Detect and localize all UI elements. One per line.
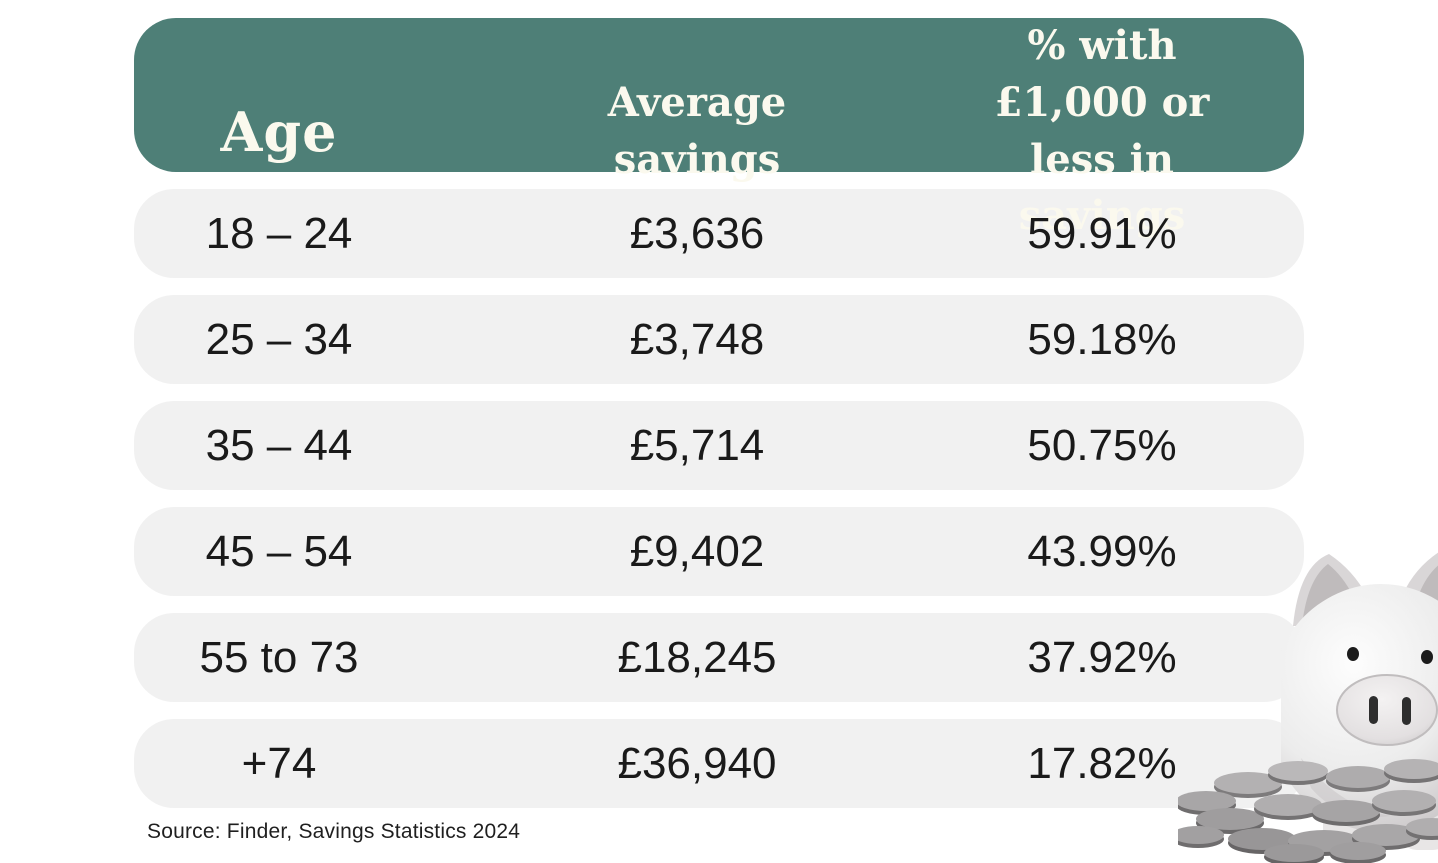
cell-age: 35 – 44	[205, 420, 353, 470]
coin-pile-icon	[1172, 735, 1438, 863]
cell-pct-low: 59.91%	[1027, 208, 1177, 258]
cell-age: 18 – 24	[205, 208, 353, 258]
column-header-average-savings-line2: savings	[613, 135, 781, 183]
cell-pct-low: 59.18%	[1027, 314, 1177, 364]
cell-average-savings: £3,636	[629, 208, 765, 258]
savings-table: Age Average savings % with £1,000 or les…	[134, 18, 1304, 808]
cell-average-savings: £3,748	[629, 314, 765, 364]
cell-pct-low: 50.75%	[1027, 420, 1177, 470]
table-header-row: Age Average savings % with £1,000 or les…	[134, 18, 1304, 239]
cell-age: 45 – 54	[205, 526, 353, 576]
cell-average-savings: £5,714	[629, 420, 765, 470]
column-header-pct-low-savings-line1: % with £1,000 or	[994, 22, 1210, 126]
coin-pile-graphic	[1172, 759, 1438, 863]
source-attribution: Source: Finder, Savings Statistics 2024	[147, 820, 521, 843]
column-header-pct-low-savings-line2: less in savings	[1018, 135, 1186, 240]
cell-age: +74	[241, 738, 317, 788]
cell-pct-low: 43.99%	[1027, 526, 1177, 576]
cell-age: 25 – 34	[205, 314, 353, 364]
column-header-age: Age	[220, 99, 338, 164]
cell-pct-low: 17.82%	[1027, 738, 1177, 788]
cell-average-savings: £18,245	[617, 632, 777, 682]
column-header-pct-low-savings: % with £1,000 or less in savings	[970, 18, 1304, 245]
table-row: 45 – 54 £9,402 43.99%	[134, 507, 1304, 596]
cell-average-savings: £9,402	[629, 526, 765, 576]
table-row: 35 – 44 £5,714 50.75%	[134, 401, 1304, 490]
cell-pct-low: 37.92%	[1027, 632, 1177, 682]
cell-average-savings: £36,940	[617, 738, 777, 788]
column-header-average-savings: Average savings	[424, 75, 970, 189]
table-row: 25 – 34 £3,748 59.18%	[134, 295, 1304, 384]
cell-age: 55 to 73	[199, 632, 359, 682]
table-row: +74 £36,940 17.82%	[134, 719, 1304, 808]
column-header-average-savings-line1: Average	[607, 78, 787, 126]
table-row: 18 – 24 £3,636 59.91%	[134, 189, 1304, 278]
table-row: 55 to 73 £18,245 37.92%	[134, 613, 1304, 702]
